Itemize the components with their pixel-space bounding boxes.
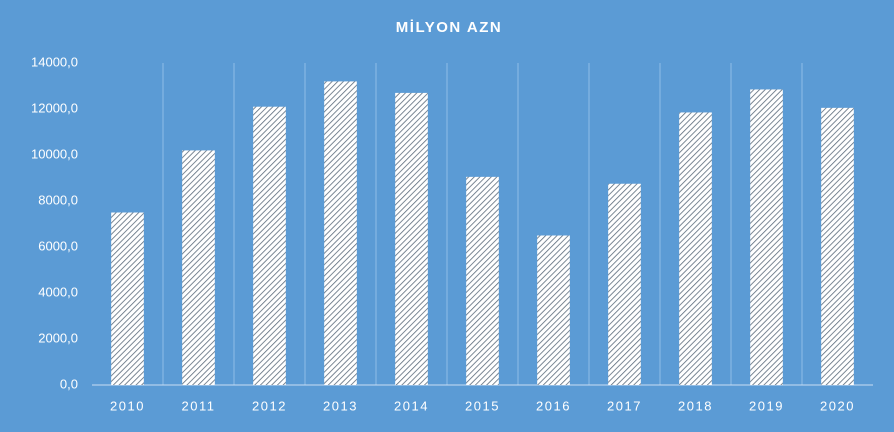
bar [182, 150, 215, 385]
x-tick-label: 2020 [820, 398, 855, 413]
x-tick-label: 2011 [182, 398, 216, 413]
x-tick-label: 2015 [465, 398, 500, 413]
y-tick-label: 14000,0 [31, 54, 78, 69]
y-tick-label: 2000,0 [38, 330, 78, 345]
bar [324, 81, 357, 386]
y-tick-label: 6000,0 [38, 238, 78, 253]
x-tick-label: 2012 [252, 398, 287, 413]
bar [537, 235, 570, 385]
x-tick-label: 2010 [110, 398, 145, 413]
x-tick-label: 2014 [394, 398, 429, 413]
x-tick-label: 2016 [536, 398, 571, 413]
bar [253, 106, 286, 385]
y-tick-label: 4000,0 [38, 284, 78, 299]
x-tick-label: 2013 [323, 398, 358, 413]
y-tick-label: 0,0 [60, 376, 78, 391]
chart-title: MİLYON AZN [396, 19, 502, 36]
bar [821, 107, 854, 385]
bar [750, 89, 783, 385]
bar [111, 212, 144, 385]
y-tick-label: 12000,0 [31, 100, 78, 115]
x-tick-label: 2018 [678, 398, 713, 413]
bar [679, 112, 712, 385]
x-tick-label: 2017 [607, 398, 642, 413]
bar [466, 176, 499, 385]
y-tick-label: 10000,0 [31, 146, 78, 161]
x-tick-label: 2019 [749, 398, 784, 413]
y-tick-label: 8000,0 [38, 192, 78, 207]
bar [608, 183, 641, 385]
bar [395, 92, 428, 386]
